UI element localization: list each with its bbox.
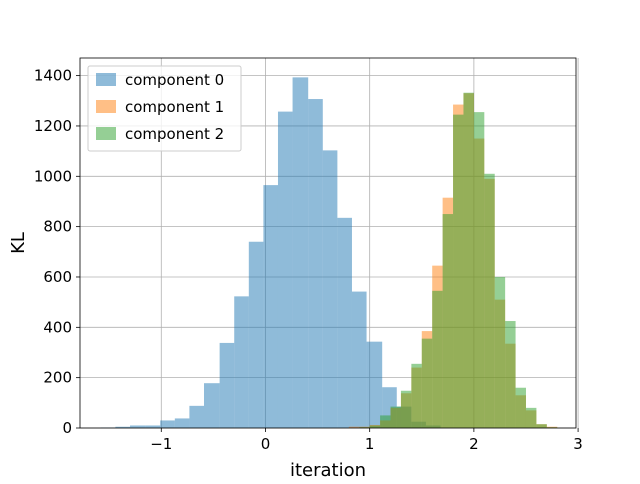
y-tick-label: 600: [43, 268, 72, 286]
histogram-bar: [463, 92, 474, 429]
histogram-bar: [505, 321, 516, 428]
y-tick-label: 400: [43, 318, 72, 336]
plot-frame: [79, 57, 577, 429]
x-tick-label: −1: [150, 435, 172, 453]
histogram-bar: [473, 112, 485, 428]
histogram-bar: [525, 407, 537, 428]
x-axis-label: iteration: [290, 460, 366, 480]
histogram-bar: [337, 217, 352, 428]
histogram-bar: [442, 214, 454, 428]
histogram-bar: [174, 418, 190, 428]
x-tick-label: 2: [469, 435, 479, 453]
y-tick-label: 0: [62, 419, 72, 437]
y-tick-label: 1200: [34, 117, 72, 135]
histogram-bar: [453, 114, 464, 428]
histogram-bar: [411, 363, 422, 428]
histogram-bar: [380, 415, 391, 428]
histogram-bar: [400, 390, 412, 428]
y-tick-label: 800: [43, 218, 72, 236]
histogram-bar: [248, 241, 264, 428]
histogram-bar: [234, 296, 249, 428]
histogram-bar: [390, 406, 401, 428]
histogram-bar: [322, 150, 338, 428]
histogram-bar: [494, 276, 506, 428]
legend-swatch: [96, 100, 116, 113]
histogram-bar: [484, 173, 495, 428]
histogram-bar: [369, 425, 381, 428]
legend-label: component 0: [125, 71, 224, 89]
legend-swatch: [96, 127, 116, 140]
legend-swatch: [96, 73, 116, 86]
x-tick-label: 3: [573, 435, 583, 453]
histogram-bar: [366, 341, 383, 428]
legend: component 0 component 1 component 2: [87, 65, 242, 152]
histogram-bar: [130, 425, 146, 428]
histogram-bar: [292, 77, 309, 428]
histogram-bar: [348, 426, 360, 428]
histogram-bar: [351, 291, 367, 428]
y-axis-label: KL: [8, 232, 29, 254]
y-axis-ticks: 0 200 400 600 800 1000 1200 1400: [34, 67, 80, 437]
histogram-bar: [204, 383, 220, 428]
histogram-bars: [100, 77, 558, 429]
x-tick-label: 0: [261, 435, 271, 453]
x-axis-ticks: −1 0 1 2 3: [150, 428, 583, 453]
legend-label: component 2: [125, 125, 224, 143]
histogram-bar: [515, 387, 526, 428]
histogram-bar: [421, 338, 433, 428]
histogram-bar: [432, 290, 443, 428]
y-tick-label: 1400: [34, 67, 72, 85]
y-tick-label: 1000: [34, 167, 72, 185]
x-tick-label: 1: [365, 435, 375, 453]
histogram-bar: [308, 99, 323, 428]
histogram-bar: [536, 424, 547, 428]
series-bars-2: [359, 92, 558, 429]
y-tick-label: 200: [43, 369, 72, 387]
histogram-bar: [263, 185, 278, 428]
histogram-bar: [219, 342, 235, 428]
histogram-bar: [189, 405, 204, 428]
histogram-bar: [277, 111, 293, 428]
legend-label: component 1: [125, 98, 224, 116]
histogram-bar: [145, 425, 161, 428]
legend-frame: [87, 65, 242, 152]
histogram-bar: [115, 426, 131, 428]
histogram-bar: [160, 420, 175, 428]
